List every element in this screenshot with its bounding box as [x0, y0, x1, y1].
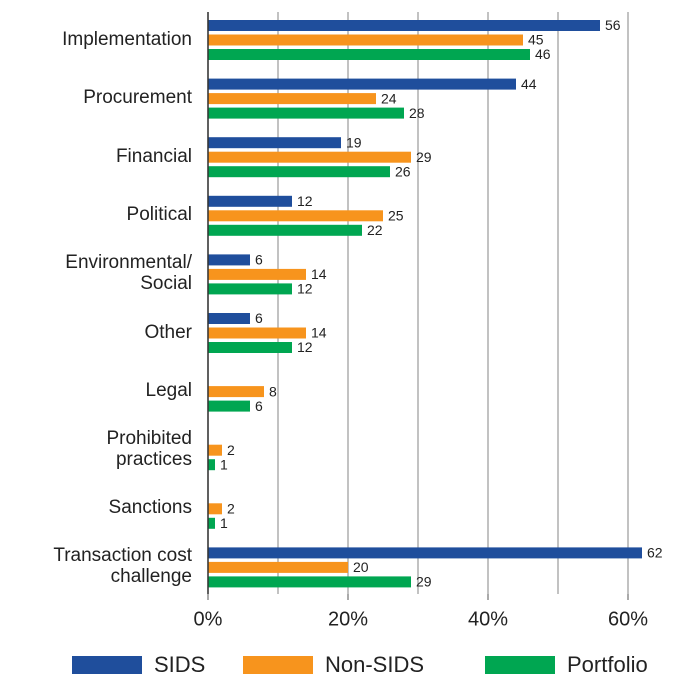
data-label: 29: [416, 149, 432, 165]
x-tick-label: 20%: [328, 608, 368, 630]
data-label: 2: [227, 442, 235, 458]
data-label: 26: [395, 163, 411, 179]
category-label: Transaction cost challenge: [53, 545, 192, 588]
x-tick-label: 60%: [608, 608, 648, 630]
bar: [208, 444, 222, 456]
data-label: 62: [647, 545, 663, 561]
bar: [208, 20, 600, 31]
bar: [208, 283, 292, 295]
bar: [208, 400, 250, 412]
bar: [208, 224, 362, 236]
bar: [208, 49, 530, 60]
legend-label: Non-SIDS: [325, 652, 424, 677]
bar: [208, 137, 341, 149]
category-label: Financial: [115, 145, 192, 167]
data-label: 2: [227, 501, 235, 517]
category-label: Legal: [145, 380, 193, 402]
data-label: 6: [255, 252, 263, 268]
category-label: Other: [144, 321, 192, 343]
bar: [208, 166, 390, 178]
bar: [208, 547, 642, 559]
data-label: 44: [521, 76, 537, 92]
bar: [208, 195, 292, 207]
data-label: 56: [605, 17, 621, 33]
legend-swatch: [72, 656, 142, 674]
data-label: 19: [346, 134, 362, 150]
bar: [208, 34, 523, 46]
bar: [208, 151, 411, 163]
bar: [208, 78, 516, 90]
bar: [208, 459, 215, 471]
bar: [208, 327, 306, 339]
data-label: 6: [255, 398, 263, 414]
bar: [208, 517, 215, 529]
data-label: 20: [353, 559, 369, 575]
legend-label: Portfolio: [567, 652, 648, 677]
data-label: 12: [297, 281, 313, 297]
data-label: 46: [535, 46, 551, 62]
bar: [208, 107, 404, 119]
category-label: Prohibited practices: [106, 428, 192, 471]
category-label: Sanctions: [108, 497, 192, 519]
data-label: 1: [220, 456, 228, 472]
bar: [208, 561, 348, 573]
category-label: Political: [126, 204, 192, 226]
data-label: 8: [269, 383, 277, 399]
data-label: 22: [367, 222, 383, 238]
data-label: 6: [255, 310, 263, 326]
bar: [208, 254, 250, 266]
data-label: 12: [297, 193, 313, 209]
category-label: Procurement: [83, 87, 192, 109]
data-label: 14: [311, 325, 327, 341]
bar: [208, 503, 222, 515]
data-label: 14: [311, 266, 327, 282]
category-label: Environmental/ Social: [65, 252, 192, 295]
bar: [208, 576, 411, 588]
data-label: 12: [297, 339, 313, 355]
bar: [208, 210, 383, 222]
legend-swatch: [243, 656, 313, 674]
data-label: 45: [528, 32, 544, 48]
x-tick-label: 0%: [194, 608, 223, 630]
data-label: 24: [381, 90, 397, 106]
bar: [208, 313, 250, 324]
bar: [208, 386, 264, 398]
legend-label: SIDS: [154, 652, 205, 677]
data-label: 28: [409, 105, 425, 121]
data-label: 29: [416, 574, 432, 590]
bar: [208, 93, 376, 105]
data-label: 25: [388, 208, 404, 224]
x-tick-label: 40%: [468, 608, 508, 630]
bar: [208, 268, 306, 280]
bar: [208, 342, 292, 353]
data-label: 1: [220, 515, 228, 531]
legend-swatch: [485, 656, 555, 674]
category-label: Implementation: [62, 28, 192, 50]
